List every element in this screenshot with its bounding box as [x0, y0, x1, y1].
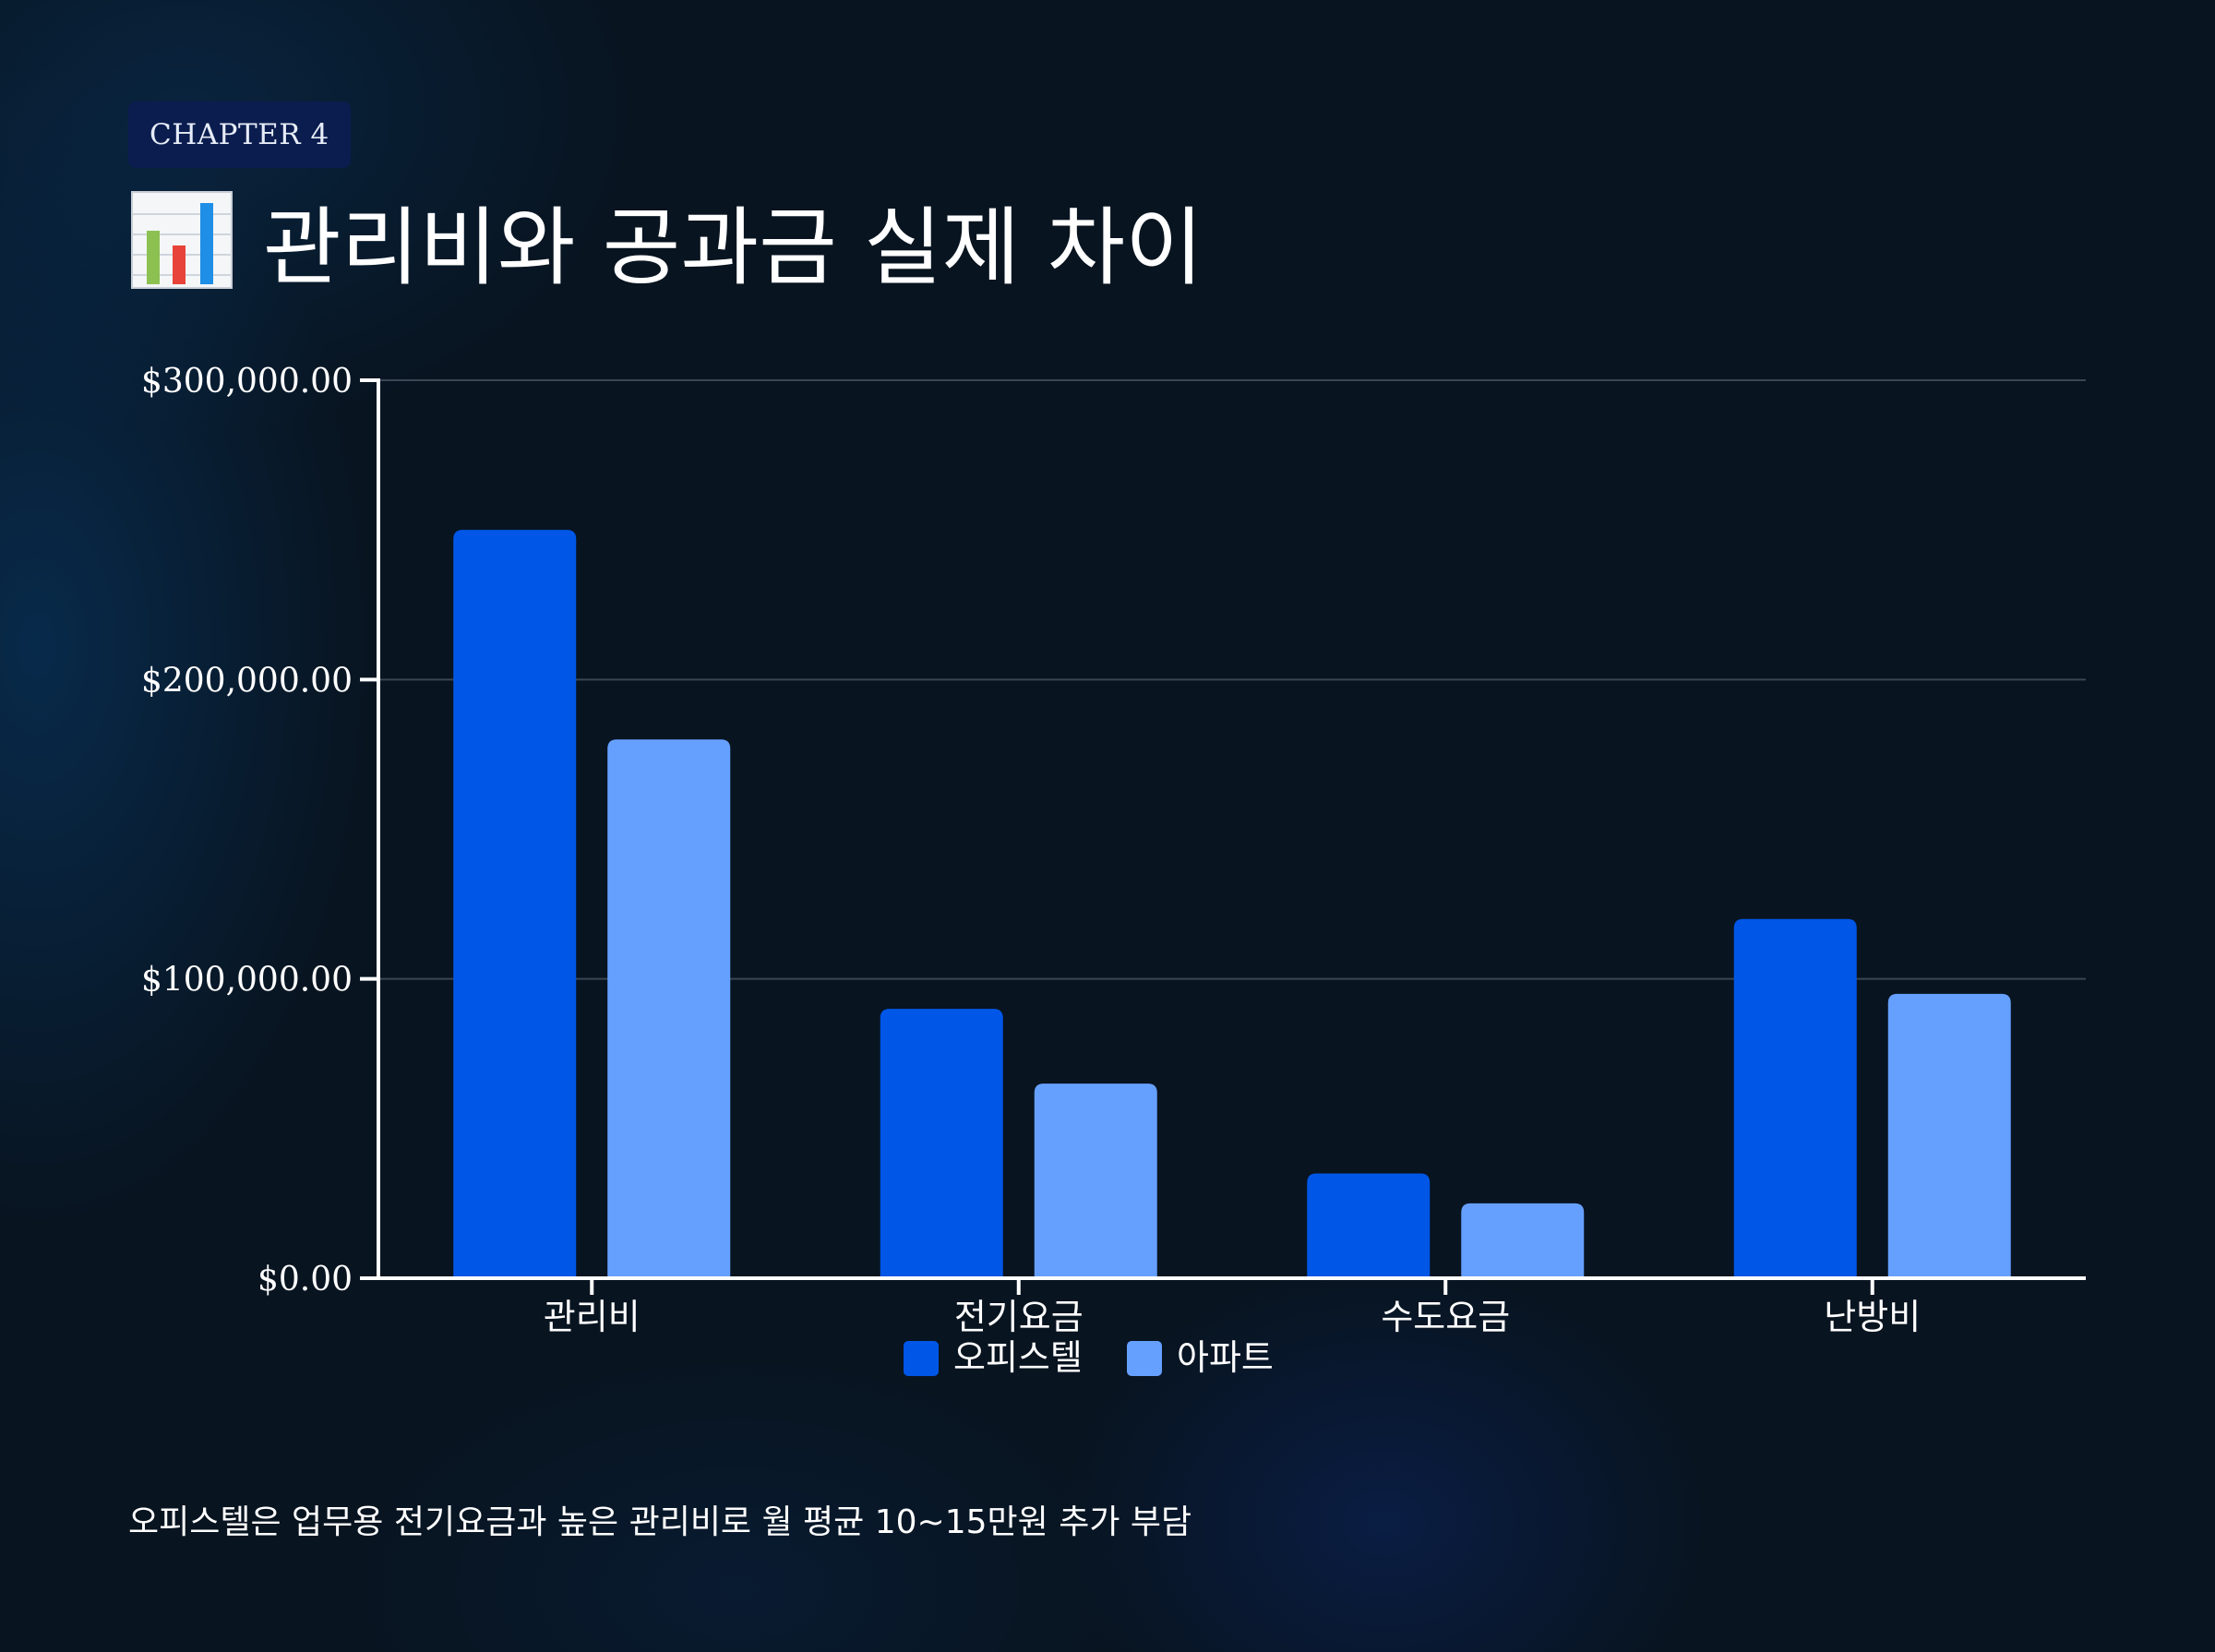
x-tick-label: 난방비: [1824, 1297, 1921, 1337]
y-tick-label: $100,000.00: [141, 962, 353, 1000]
y-tick-label: $0.00: [257, 1261, 353, 1299]
page-title: 관리비와 공과금 실제 차이: [263, 198, 1203, 297]
legend-swatch-officetel: [904, 1341, 939, 1376]
y-tick-label: $200,000.00: [141, 662, 353, 700]
bar-officetel-0: [453, 530, 577, 1278]
bar-officetel-1: [880, 1009, 1003, 1278]
chapter-badge: CHAPTER 4: [128, 102, 351, 168]
x-tick-label: 전기요금: [954, 1297, 1084, 1337]
legend-swatch-apartment: [1127, 1341, 1162, 1376]
bar-chart-icon: [131, 191, 233, 289]
bar-apartment-3: [1887, 993, 2011, 1278]
legend: 오피스텔 아파트: [904, 1337, 1274, 1378]
legend-label-officetel: 오피스텔: [953, 1337, 1083, 1378]
bar-officetel-2: [1307, 1173, 1431, 1278]
bar-apartment-2: [1461, 1203, 1585, 1278]
bar-apartment-1: [1034, 1083, 1157, 1278]
x-tick-label: 수도요금: [1381, 1297, 1510, 1337]
bar-chart: $0.00 $100,000.00 $200,000.00 $300,000.00 관리…: [141, 363, 2086, 1378]
bars: [453, 530, 2011, 1278]
axes: $0.00 $100,000.00 $200,000.00 $300,000.00 관리…: [141, 363, 2086, 1337]
bar-officetel-3: [1733, 918, 1857, 1278]
x-tick-label: 관리비: [544, 1297, 641, 1337]
y-tick-label: $300,000.00: [141, 363, 353, 401]
bar-apartment-0: [607, 739, 731, 1278]
legend-label-apartment: 아파트: [1177, 1337, 1274, 1378]
title-row: 관리비와 공과금 실제 차이: [128, 185, 1203, 297]
footnote: 오피스텔은 업무용 전기요금과 높은 관리비로 월 평균 10~15만원 추가 …: [128, 1503, 1192, 1541]
